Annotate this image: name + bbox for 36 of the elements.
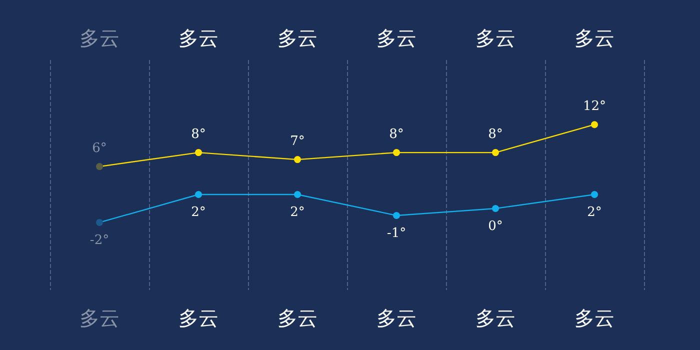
point [195,191,202,198]
data-label: 2° [290,205,305,220]
data-label: -2° [90,232,110,248]
point [393,212,400,219]
data-label: 6° [92,141,107,156]
x-tick-label: 多云 [574,26,614,50]
x-tick-label: 多云 [376,26,416,50]
text: 多云 [574,306,614,330]
point [96,218,103,226]
x-tick-label: 多云 [278,26,318,50]
data-label: -1° [386,226,406,241]
x-tick-label: 多云 [80,26,120,50]
x-tick-label: 多云 [476,26,516,50]
data-label: 8° [488,127,503,142]
point [591,121,598,128]
point [591,191,598,198]
point [393,149,400,156]
data-label: 8° [389,127,404,142]
point [294,191,301,198]
point [96,163,103,170]
data-label: 8° [191,127,206,142]
data-label: 7° [290,134,305,150]
data-label: 2° [587,205,602,220]
point [195,149,202,156]
point [294,156,301,164]
data-label: 0° [488,218,503,234]
text: 多云 [178,306,218,330]
data-label: 2° [191,205,206,220]
text: 多云 [476,306,516,330]
text: 多云 [278,306,318,330]
text: 多云 [80,306,120,330]
point [492,204,499,212]
point [492,149,499,156]
data-label: 12° [582,99,606,114]
text: 多云 [376,306,416,330]
x-tick-label: 多云 [178,26,218,50]
